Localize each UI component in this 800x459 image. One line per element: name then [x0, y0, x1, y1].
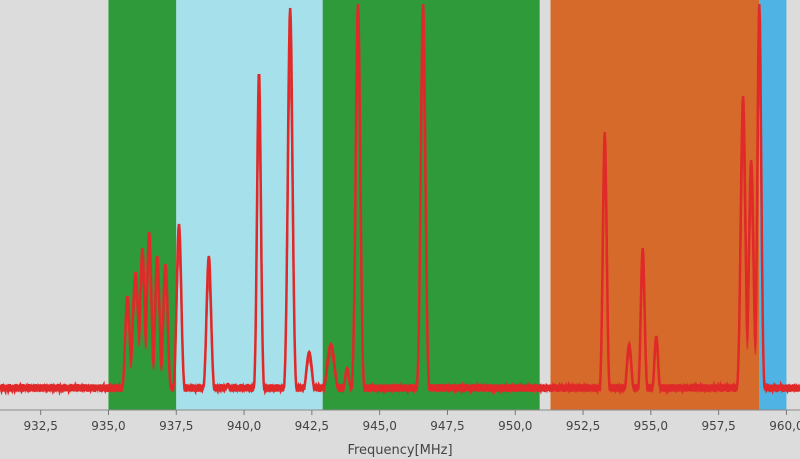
- x-tick-label-1: 935,0: [91, 419, 125, 433]
- x-tick-label-9: 955,0: [634, 419, 668, 433]
- x-tick-label-11: 960,0: [769, 419, 800, 433]
- spectrum-trace-0-sweep-3: [0, 75, 800, 394]
- x-axis-title: Frequency[MHz]: [347, 443, 452, 458]
- x-tick-label-3: 940,0: [227, 419, 261, 433]
- x-axis-ticks: 932,5 935,0 937,5 940,0 942,5 945,0 947,5 950,0…: [23, 410, 800, 433]
- x-tick-label-6: 947,5: [430, 419, 464, 433]
- x-tick-label-8: 952,5: [566, 419, 600, 433]
- x-tick-label-7: 950,0: [498, 419, 532, 433]
- x-tick-label-4: 942,5: [295, 419, 329, 433]
- spectrum-traces: [0, 3, 800, 396]
- frequency-band-0: [108, 0, 177, 410]
- x-tick-label-5: 945,0: [362, 419, 396, 433]
- x-tick-label-2: 937,5: [159, 419, 193, 433]
- frequency-band-1: [176, 0, 323, 410]
- x-tick-label-10: 957,5: [701, 419, 735, 433]
- x-tick-label-0: 932,5: [23, 419, 57, 433]
- frequency-bands: [108, 0, 787, 410]
